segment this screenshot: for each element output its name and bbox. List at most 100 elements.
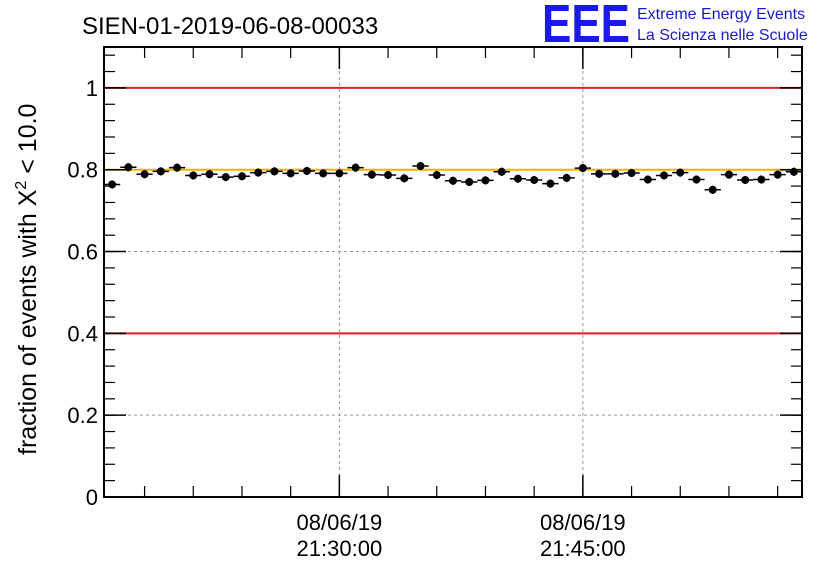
point-marker <box>335 169 344 178</box>
data-point <box>623 168 640 178</box>
y-tick-label: 1 <box>86 76 98 101</box>
point-marker <box>254 168 263 177</box>
data-point <box>168 163 186 172</box>
data-point <box>412 161 429 171</box>
x-tick-label-date: 08/06/19 <box>540 510 626 535</box>
y-axis-label: fraction of events with X2 < 10.0 <box>13 104 42 455</box>
data-point <box>152 167 169 176</box>
plot-frame <box>103 46 803 498</box>
y-tick-label: 0.8 <box>67 158 98 183</box>
data-point <box>444 176 462 185</box>
x-tick-label-time: 21:30:00 <box>297 536 383 561</box>
data-point <box>477 176 494 185</box>
data-point <box>331 169 348 178</box>
y-tick-label: 0.2 <box>67 403 98 428</box>
data-point <box>250 168 267 177</box>
point-marker <box>124 163 133 172</box>
point-marker <box>173 163 182 172</box>
data-point <box>104 180 121 189</box>
point-marker <box>757 175 766 184</box>
point-marker <box>660 171 669 180</box>
data-point <box>509 174 527 183</box>
point-marker <box>789 167 798 176</box>
y-tick-label: 0.4 <box>67 321 98 346</box>
point-marker <box>140 170 149 179</box>
data-point <box>639 175 656 184</box>
point-marker <box>449 176 457 185</box>
data-point <box>282 169 299 178</box>
logo-mark: EEE <box>542 0 630 54</box>
data-point <box>558 173 575 182</box>
point-marker <box>400 174 409 183</box>
point-marker <box>302 166 311 175</box>
point-marker <box>189 171 198 180</box>
point-marker <box>497 167 506 176</box>
data-point <box>266 167 283 176</box>
point-marker <box>724 170 733 179</box>
point-marker <box>237 172 246 181</box>
y-tick-label: 0.6 <box>67 240 98 265</box>
point-marker <box>643 175 652 184</box>
point-marker <box>286 169 295 178</box>
y-axis-ticks: 0 0.2 0.4 0.6 0.8 1 <box>67 54 802 510</box>
data-point <box>655 171 673 180</box>
data-point <box>672 168 689 177</box>
data-point <box>688 175 705 184</box>
data-point <box>315 169 332 178</box>
point-marker <box>205 170 214 179</box>
data-point <box>753 175 770 184</box>
chart-title: SIEN-01-2019-06-08-00033 <box>82 13 378 40</box>
point-marker <box>595 169 604 178</box>
x-tick-label-date: 08/06/19 <box>297 510 383 535</box>
data-point <box>347 163 364 172</box>
point-marker <box>546 179 555 188</box>
data-point <box>298 166 316 176</box>
data-point <box>120 163 137 172</box>
x-tick-label-time: 21:45:00 <box>540 536 626 561</box>
data-point <box>542 179 559 188</box>
data-point <box>217 173 234 182</box>
data-point <box>396 174 413 183</box>
data-point <box>461 177 478 187</box>
point-marker <box>351 163 360 172</box>
data-point <box>136 170 153 179</box>
point-marker <box>416 162 425 171</box>
y-axis-label-main: fraction of events with X <box>14 189 42 455</box>
data-point <box>704 185 721 194</box>
point-marker <box>708 185 717 194</box>
data-point <box>526 175 543 185</box>
point-marker <box>627 169 636 177</box>
data-point <box>201 170 218 179</box>
reference-lines <box>104 86 802 335</box>
point-marker <box>481 176 490 185</box>
point-marker <box>530 175 539 184</box>
point-marker <box>578 164 587 173</box>
point-marker <box>465 178 474 186</box>
y-axis-label-tail: < 10.0 <box>14 104 42 181</box>
point-marker <box>611 169 620 178</box>
data-point <box>607 169 624 178</box>
point-marker <box>773 170 782 179</box>
data-point <box>590 169 608 178</box>
eee-logo: EEE Extreme Energy Events La Scienza nel… <box>542 0 808 54</box>
logo-line1: Extreme Energy Events <box>637 6 805 23</box>
point-marker <box>319 169 328 178</box>
data-point <box>769 170 786 179</box>
point-marker <box>513 174 522 183</box>
point-marker <box>270 167 279 176</box>
point-marker <box>741 175 750 184</box>
data-point <box>185 171 202 180</box>
point-marker <box>156 167 165 176</box>
point-marker <box>108 180 117 189</box>
point-marker <box>562 173 571 182</box>
grid-lines <box>104 47 802 497</box>
data-point <box>737 175 754 185</box>
data-point <box>363 170 380 179</box>
data-point <box>720 170 738 179</box>
data-point <box>428 170 445 180</box>
point-marker <box>384 171 393 180</box>
logo-line2: La Scienza nelle Scuole <box>637 27 808 44</box>
y-tick-label: 0 <box>86 485 98 510</box>
